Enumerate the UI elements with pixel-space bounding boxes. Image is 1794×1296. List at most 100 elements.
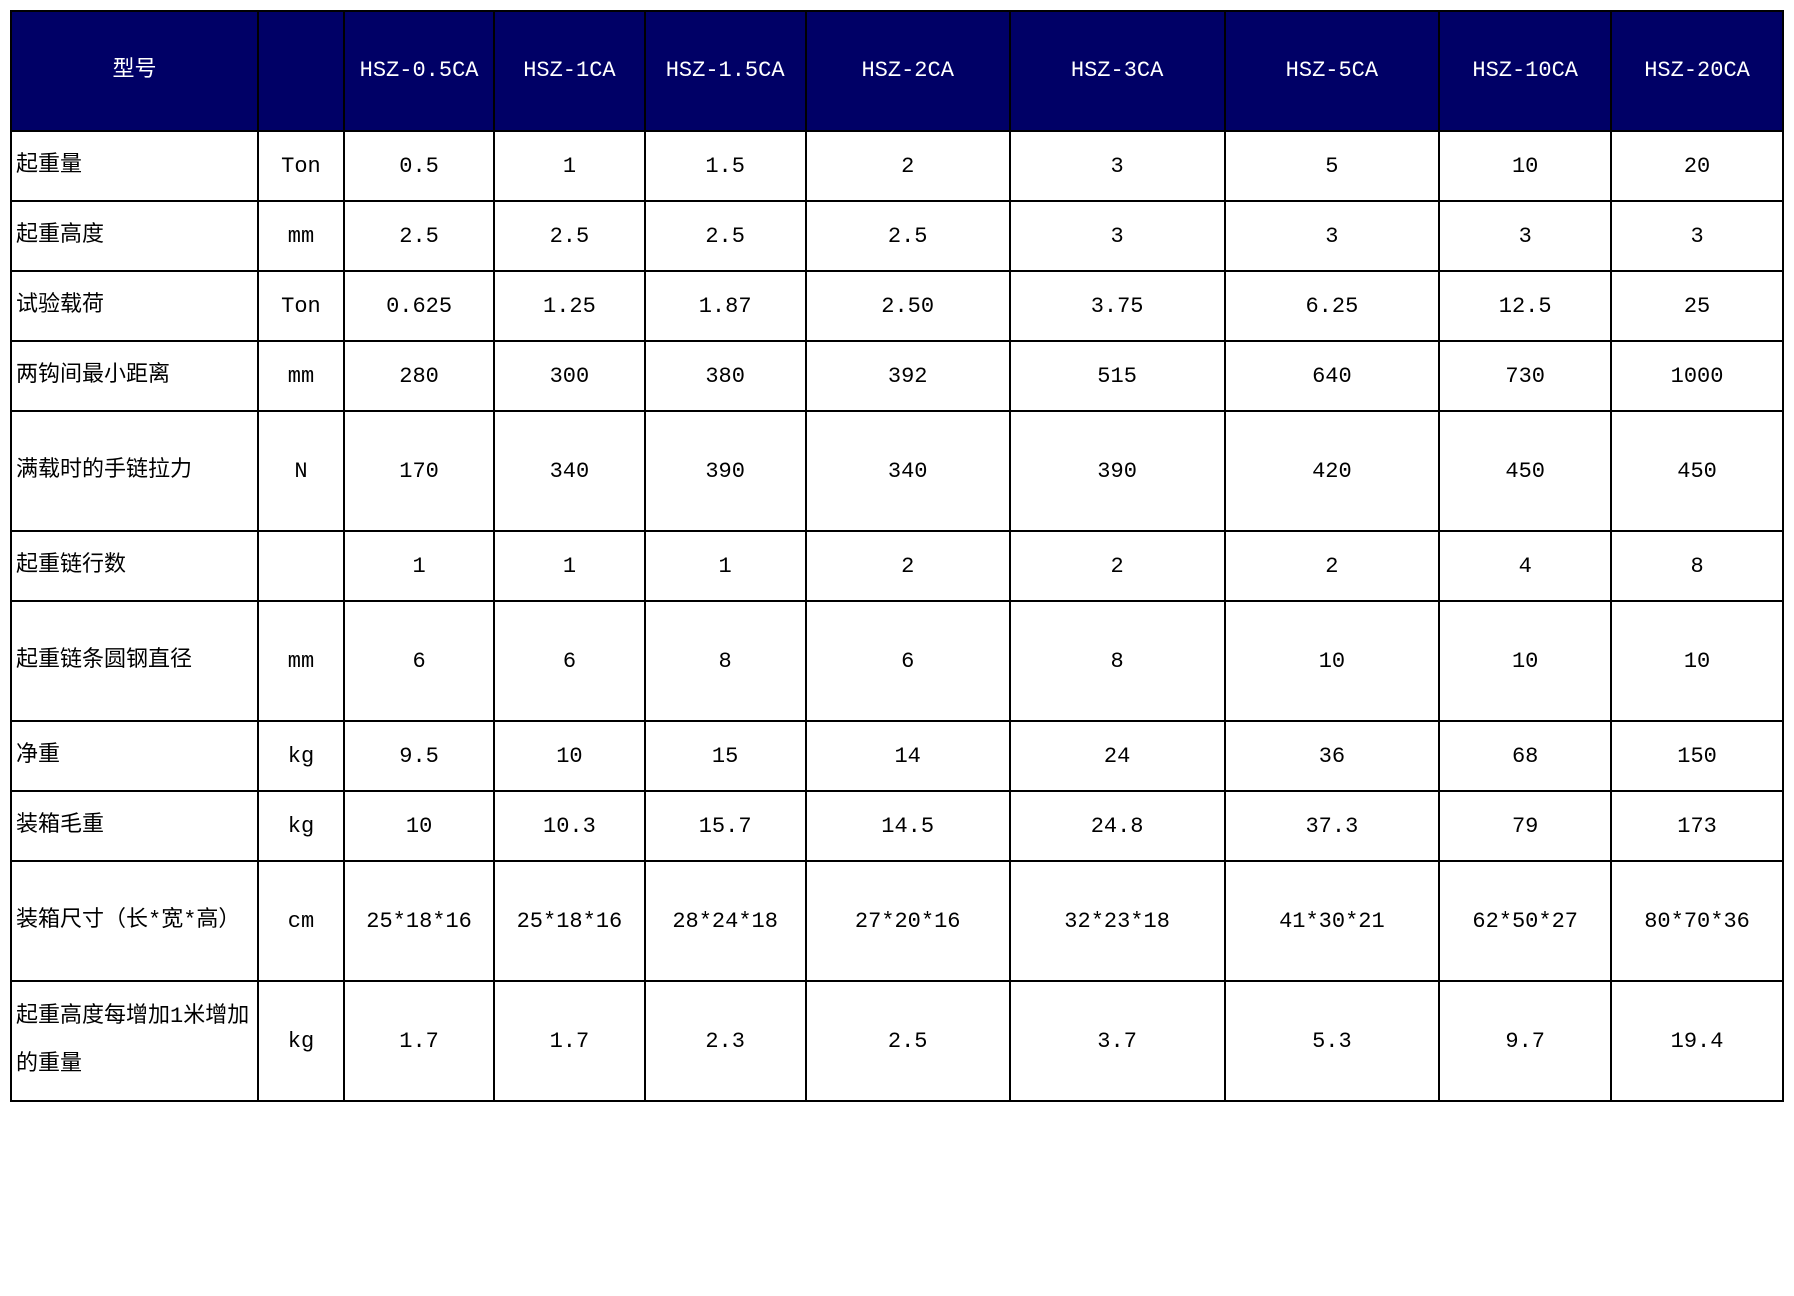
cell: 150	[1611, 721, 1783, 791]
row-label: 试验载荷	[11, 271, 258, 341]
cell: 170	[344, 411, 494, 531]
cell: 8	[1611, 531, 1783, 601]
table-row: 起重高度每增加1米增加的重量kg1.71.72.32.53.75.39.719.…	[11, 981, 1783, 1101]
cell: 3	[1439, 201, 1611, 271]
row-label: 起重链行数	[11, 531, 258, 601]
cell: 1.87	[645, 271, 806, 341]
table-body: 起重量Ton0.511.52351020起重高度mm2.52.52.52.533…	[11, 131, 1783, 1101]
cell: 20	[1611, 131, 1783, 201]
cell: 14	[806, 721, 1010, 791]
cell: 1000	[1611, 341, 1783, 411]
cell: 28*24*18	[645, 861, 806, 981]
table-row: 净重kg9.5101514243668150	[11, 721, 1783, 791]
cell: 2	[1010, 531, 1225, 601]
cell: 2	[1225, 531, 1440, 601]
spec-table: 型号 HSZ-0.5CA HSZ-1CA HSZ-1.5CA HSZ-2CA H…	[10, 10, 1784, 1102]
cell: 32*23*18	[1010, 861, 1225, 981]
cell: 10	[1225, 601, 1440, 721]
row-label: 净重	[11, 721, 258, 791]
header-col-6: HSZ-10CA	[1439, 11, 1611, 131]
cell: 3.7	[1010, 981, 1225, 1101]
cell: 5.3	[1225, 981, 1440, 1101]
cell: 10	[1439, 601, 1611, 721]
cell: 450	[1439, 411, 1611, 531]
cell: 2.5	[344, 201, 494, 271]
cell: 68	[1439, 721, 1611, 791]
row-label: 起重链条圆钢直径	[11, 601, 258, 721]
cell: 62*50*27	[1439, 861, 1611, 981]
cell: 79	[1439, 791, 1611, 861]
header-row: 型号 HSZ-0.5CA HSZ-1CA HSZ-1.5CA HSZ-2CA H…	[11, 11, 1783, 131]
cell: 2.50	[806, 271, 1010, 341]
table-row: 装箱毛重kg1010.315.714.524.837.379173	[11, 791, 1783, 861]
cell: 2	[806, 531, 1010, 601]
cell: 15	[645, 721, 806, 791]
cell: 10.3	[494, 791, 644, 861]
cell: 380	[645, 341, 806, 411]
header-model: 型号	[11, 11, 258, 131]
cell: 41*30*21	[1225, 861, 1440, 981]
row-unit: mm	[258, 201, 344, 271]
table-row: 装箱尺寸（长*宽*高）cm25*18*1625*18*1628*24*1827*…	[11, 861, 1783, 981]
cell: 730	[1439, 341, 1611, 411]
cell: 420	[1225, 411, 1440, 531]
cell: 1.5	[645, 131, 806, 201]
table-row: 试验载荷Ton0.6251.251.872.503.756.2512.525	[11, 271, 1783, 341]
cell: 515	[1010, 341, 1225, 411]
cell: 300	[494, 341, 644, 411]
cell: 3.75	[1010, 271, 1225, 341]
cell: 15.7	[645, 791, 806, 861]
cell: 390	[645, 411, 806, 531]
cell: 6.25	[1225, 271, 1440, 341]
cell: 2.3	[645, 981, 806, 1101]
cell: 640	[1225, 341, 1440, 411]
cell: 1	[344, 531, 494, 601]
row-unit: kg	[258, 981, 344, 1101]
row-unit: kg	[258, 791, 344, 861]
table-row: 起重链条圆钢直径mm66868101010	[11, 601, 1783, 721]
row-unit: N	[258, 411, 344, 531]
cell: 3	[1010, 201, 1225, 271]
cell: 37.3	[1225, 791, 1440, 861]
row-label: 满载时的手链拉力	[11, 411, 258, 531]
row-label: 起重高度	[11, 201, 258, 271]
cell: 2	[806, 131, 1010, 201]
row-unit: Ton	[258, 271, 344, 341]
cell: 392	[806, 341, 1010, 411]
cell: 0.625	[344, 271, 494, 341]
cell: 1.7	[344, 981, 494, 1101]
cell: 390	[1010, 411, 1225, 531]
cell: 6	[806, 601, 1010, 721]
cell: 450	[1611, 411, 1783, 531]
row-label: 起重量	[11, 131, 258, 201]
cell: 10	[1439, 131, 1611, 201]
row-label: 起重高度每增加1米增加的重量	[11, 981, 258, 1101]
cell: 2.5	[806, 981, 1010, 1101]
cell: 8	[645, 601, 806, 721]
table-row: 满载时的手链拉力N170340390340390420450450	[11, 411, 1783, 531]
row-unit: mm	[258, 341, 344, 411]
cell: 1	[645, 531, 806, 601]
cell: 2.5	[645, 201, 806, 271]
cell: 1	[494, 131, 644, 201]
table-row: 两钩间最小距离mm2803003803925156407301000	[11, 341, 1783, 411]
cell: 24.8	[1010, 791, 1225, 861]
header-col-2: HSZ-1.5CA	[645, 11, 806, 131]
cell: 80*70*36	[1611, 861, 1783, 981]
cell: 1.7	[494, 981, 644, 1101]
cell: 25*18*16	[344, 861, 494, 981]
header-col-1: HSZ-1CA	[494, 11, 644, 131]
cell: 10	[494, 721, 644, 791]
cell: 2.5	[494, 201, 644, 271]
cell: 1	[494, 531, 644, 601]
row-unit: mm	[258, 601, 344, 721]
row-unit: kg	[258, 721, 344, 791]
cell: 340	[494, 411, 644, 531]
cell: 10	[1611, 601, 1783, 721]
cell: 173	[1611, 791, 1783, 861]
cell: 2.5	[806, 201, 1010, 271]
row-label: 两钩间最小距离	[11, 341, 258, 411]
cell: 24	[1010, 721, 1225, 791]
cell: 8	[1010, 601, 1225, 721]
header-col-0: HSZ-0.5CA	[344, 11, 494, 131]
